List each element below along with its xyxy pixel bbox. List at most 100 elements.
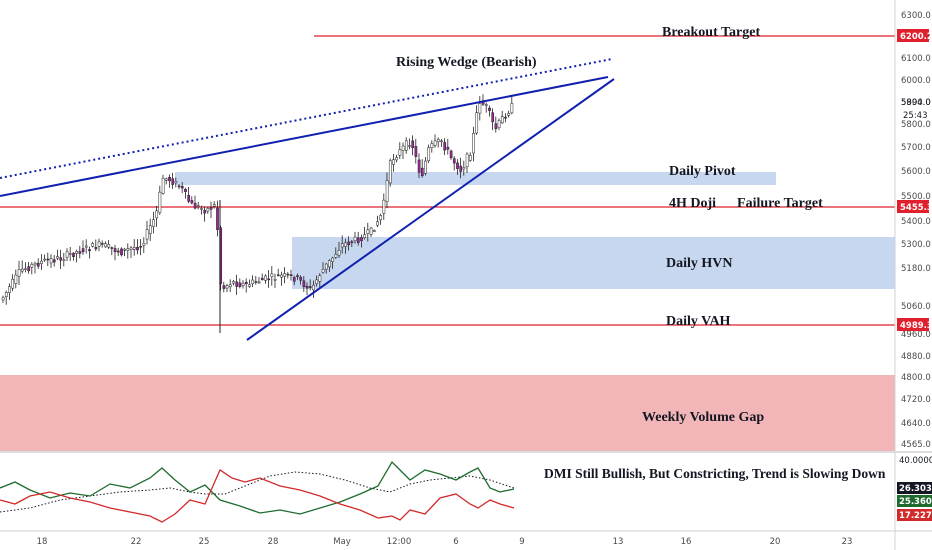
wedge-upper-line xyxy=(0,76,609,197)
candle-body xyxy=(145,229,149,240)
price-axis-tick: 4720.0 xyxy=(901,395,931,405)
dmi-plus-tag: 25.3606 xyxy=(899,497,932,507)
candle-body xyxy=(305,285,309,289)
candle-body xyxy=(222,285,226,289)
candle-body xyxy=(360,237,363,241)
candle-body xyxy=(216,207,219,231)
candle-body xyxy=(372,230,376,232)
candle-body xyxy=(88,249,91,252)
candle-body xyxy=(180,186,184,189)
candle-body xyxy=(296,275,299,277)
candle-body xyxy=(446,146,450,150)
candle-body xyxy=(14,274,18,284)
time-axis-tick: 16 xyxy=(681,537,692,547)
candle-body xyxy=(100,243,104,245)
candle-body xyxy=(315,279,319,284)
dmi-note-label: DMI Still Bullish, But Constricting, Tre… xyxy=(544,466,886,481)
candle-body xyxy=(433,140,437,146)
dmi-pane: DMI Still Bullish, But Constricting, Tre… xyxy=(0,460,886,523)
candle-body xyxy=(1,297,5,301)
candle-body xyxy=(353,236,357,242)
candle-body xyxy=(52,259,56,263)
price-axis-tick: 5400.0 xyxy=(901,217,931,227)
wedge-lower-line xyxy=(246,78,615,341)
candle-body xyxy=(312,284,315,291)
wedge-layer xyxy=(0,58,615,341)
candle-body xyxy=(260,277,264,280)
price-tag-6200: 6200.2 xyxy=(900,32,932,42)
candle-body xyxy=(174,181,178,184)
price-axis-tick: 4960.0 xyxy=(901,330,931,340)
candle-body xyxy=(248,284,251,287)
countdown-label: 25:43 xyxy=(903,111,928,121)
candle-body xyxy=(171,178,175,185)
candle-body xyxy=(177,185,181,188)
candle-body xyxy=(267,278,271,281)
candle-body xyxy=(209,207,213,210)
candle-body xyxy=(443,142,447,151)
candle-body xyxy=(478,103,482,114)
candle-body xyxy=(465,153,469,168)
dmi-adx-tag: 26.3037 xyxy=(899,484,932,494)
dmi-ytick-40: 40.0000 xyxy=(899,456,932,466)
price-axis-tick: 5700.0 xyxy=(901,143,931,153)
dmi-adx-line xyxy=(0,471,515,513)
candle-body xyxy=(97,241,101,247)
dmi-value-tags: 40.0000 26.3037 25.3606 17.2274 xyxy=(897,456,932,521)
candle-body xyxy=(344,242,347,247)
candle-body xyxy=(187,195,191,202)
price-axis-tick: 6300.0 xyxy=(901,11,931,21)
candle-body xyxy=(299,276,303,281)
candle-body xyxy=(462,167,466,170)
weekly-volume-gap-label: Weekly Volume Gap xyxy=(642,410,764,425)
candle-body xyxy=(56,256,59,259)
rising-wedge-label: Rising Wedge (Bearish) xyxy=(396,55,537,70)
candle-body xyxy=(139,245,143,248)
price-axis-tick: 5600.0 xyxy=(901,167,931,177)
candle-body xyxy=(65,251,69,258)
candle-body xyxy=(241,282,245,286)
candle-body xyxy=(456,162,459,169)
time-axis-tick: May xyxy=(333,537,351,547)
doji-failure-label: 4H Doji Failure Target xyxy=(669,196,823,211)
current-price-label: 5894.0 xyxy=(901,98,931,108)
candle-body xyxy=(363,234,367,239)
candle-body xyxy=(468,155,472,161)
candle-body xyxy=(273,278,277,281)
candle-body xyxy=(404,140,408,151)
time-axis-tick: 23 xyxy=(842,537,853,547)
candle-body xyxy=(196,205,200,207)
price-axis-tick: 5180.0 xyxy=(901,264,931,274)
candle-body xyxy=(417,159,421,173)
price-axis-tick: 4565.0 xyxy=(901,440,931,450)
candle-body xyxy=(328,260,331,268)
daily-hvn-zone xyxy=(292,237,895,289)
candle-body xyxy=(475,112,479,134)
candle-body xyxy=(206,208,210,212)
candle-body xyxy=(286,273,290,276)
candle-body xyxy=(4,292,8,297)
price-axis-tick: 4640.0 xyxy=(901,419,931,429)
candle-body xyxy=(75,251,79,254)
daily-hvn-label: Daily HVN xyxy=(666,256,733,271)
candle-body xyxy=(494,123,498,130)
price-axis-tick: 5500.0 xyxy=(901,192,931,202)
candle-body xyxy=(308,286,312,288)
candle-body xyxy=(500,116,504,124)
candle-body xyxy=(382,199,386,214)
candle-body xyxy=(257,281,261,284)
candle-body xyxy=(510,103,514,114)
candle-body xyxy=(251,279,255,284)
price-axis-tick: 5300.0 xyxy=(901,240,931,250)
candle-body xyxy=(116,250,120,253)
time-axis-tick: 18 xyxy=(37,537,48,547)
candle-body xyxy=(507,113,511,116)
candle-body xyxy=(337,250,341,256)
dmi-plus-line xyxy=(0,460,515,515)
candle-body xyxy=(302,280,306,288)
candle-body xyxy=(388,160,392,184)
candle-body xyxy=(11,278,15,289)
candle-body xyxy=(414,146,418,157)
candle-body xyxy=(347,241,351,246)
candle-body xyxy=(164,178,168,181)
